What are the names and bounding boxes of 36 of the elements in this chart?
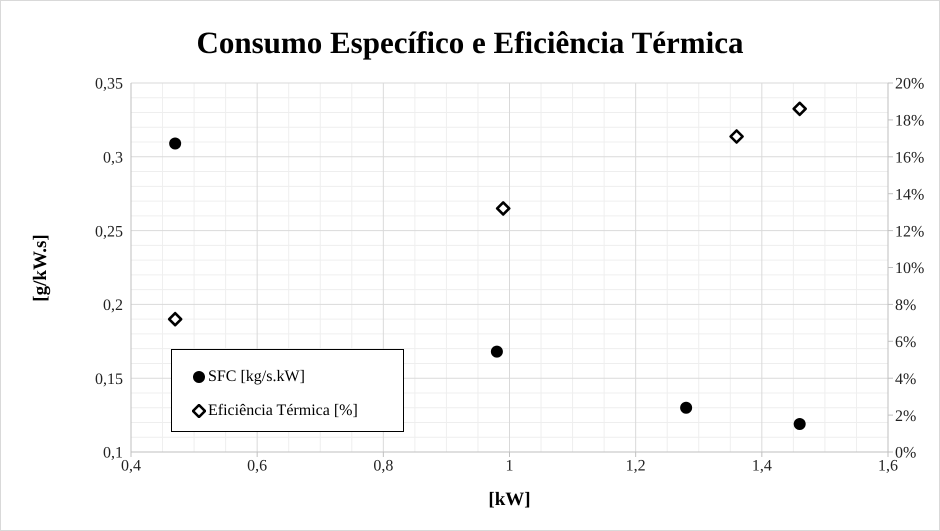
x-tick-label: 0,4 xyxy=(121,457,141,474)
y2-tick-label: 6% xyxy=(895,334,916,351)
y2-tick-label: 2% xyxy=(895,408,916,425)
y-tick-label: 0,1 xyxy=(103,444,123,462)
y-tick-label: 0,35 xyxy=(95,76,123,93)
point xyxy=(169,138,182,150)
y2-tick-label: 14% xyxy=(895,186,924,204)
y-tick-label: 0,15 xyxy=(95,370,123,388)
x-tick-label: 1,4 xyxy=(752,457,772,474)
y2-tick-label: 4% xyxy=(895,370,916,388)
legend-label: Eficiência Térmica [%] xyxy=(208,402,358,420)
y2-tick-label: 20% xyxy=(895,76,924,93)
point xyxy=(680,402,692,414)
y2-tick-label: 16% xyxy=(895,149,924,166)
y-axis-title: [g/kW.s] xyxy=(30,234,52,302)
x-tick-label: 1 xyxy=(506,457,514,474)
x-axis-title: [kW] xyxy=(487,489,532,511)
legend-label: SFC [kg/s.kW] xyxy=(208,368,305,386)
point xyxy=(496,201,510,216)
point xyxy=(168,312,182,326)
point xyxy=(794,418,806,430)
chart-title: Consumo Específico e Eficiência Térmica xyxy=(195,25,744,61)
point xyxy=(792,102,807,116)
y-tick-label: 0,25 xyxy=(95,223,123,240)
x-tick-label: 0,6 xyxy=(247,457,268,474)
point xyxy=(729,129,744,144)
y2-tick-label: 10% xyxy=(895,260,924,278)
y2-tick-label: 12% xyxy=(895,223,924,240)
y2-tick-label: 18% xyxy=(895,112,924,130)
point xyxy=(490,346,503,358)
x-tick-label: 1,2 xyxy=(626,457,646,474)
y-tick-label: 0,3 xyxy=(103,149,123,166)
y-tick-label: 0,2 xyxy=(103,297,123,314)
y2-tick-label: 8% xyxy=(895,297,916,314)
x-tick-label: 1,6 xyxy=(878,457,898,474)
x-tick-label: 0,8 xyxy=(373,457,394,474)
